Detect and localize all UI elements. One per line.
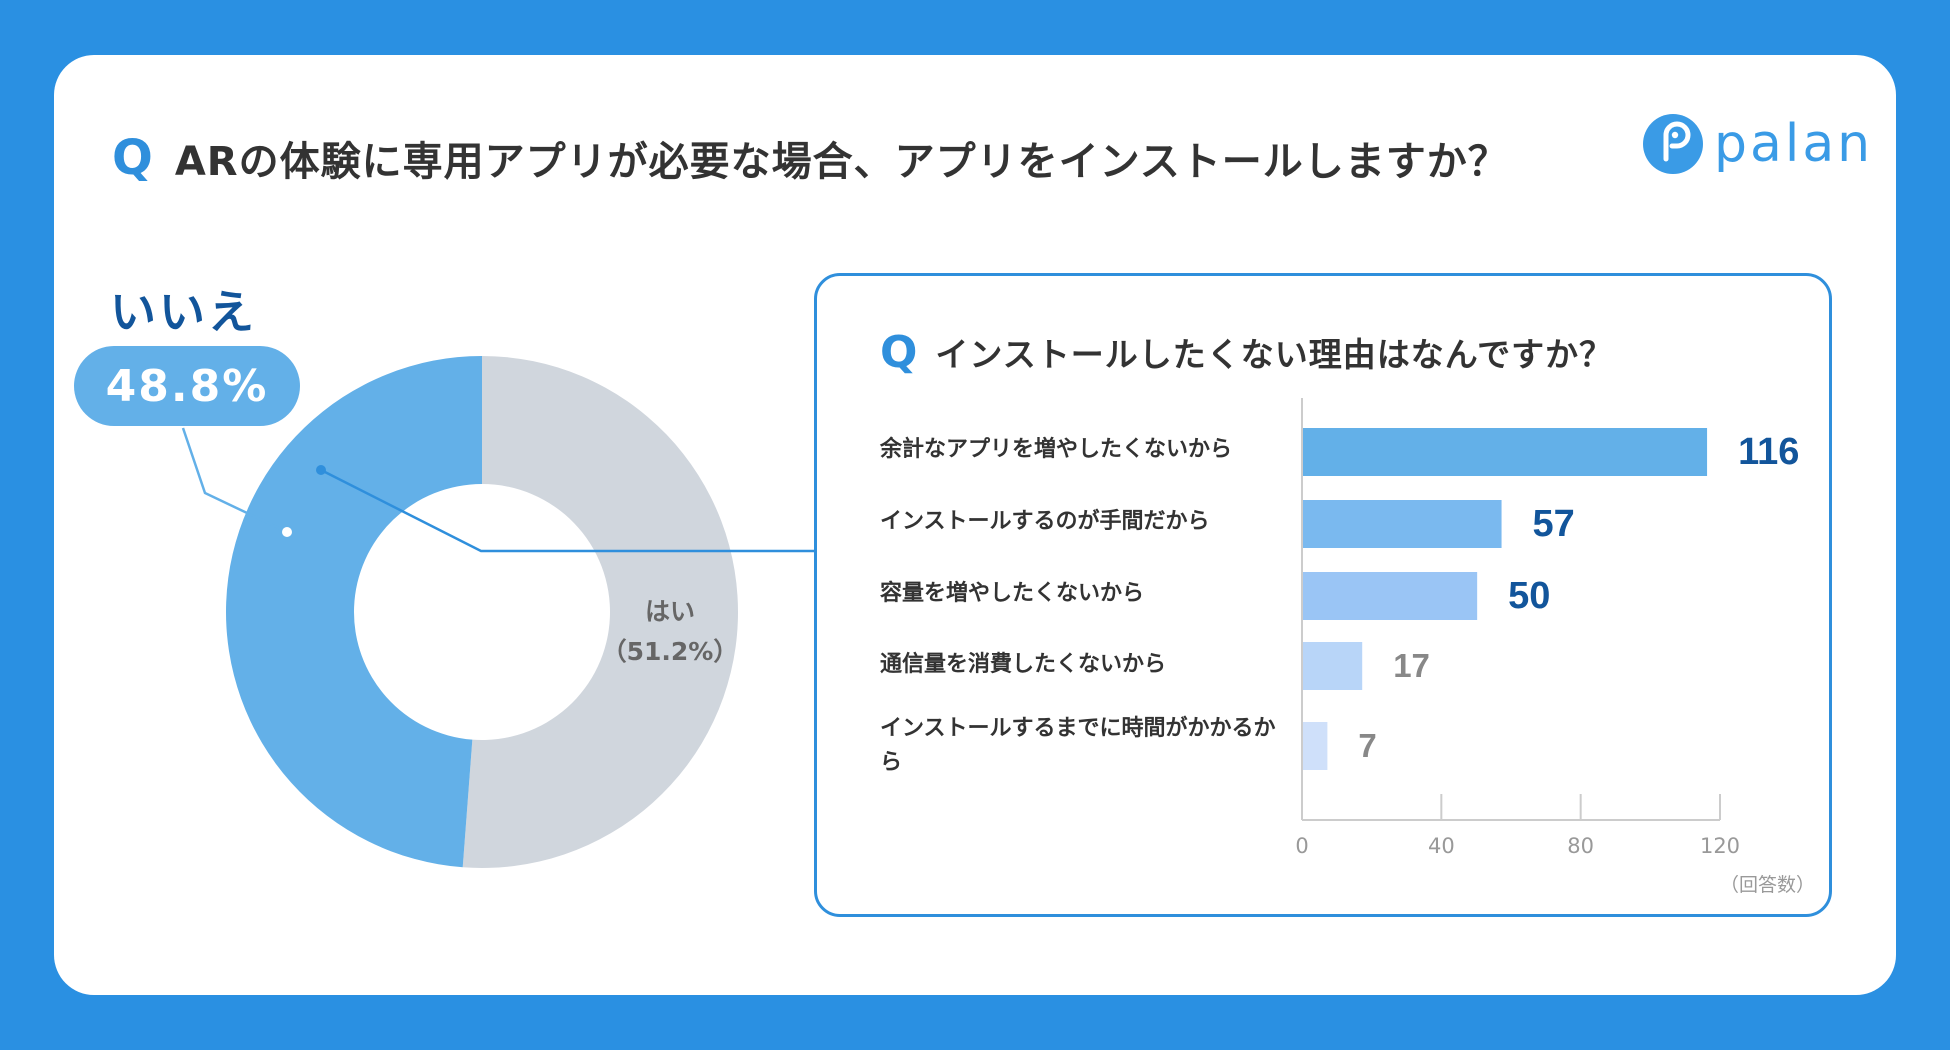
donut-slice-yes <box>462 356 738 868</box>
palan-logo-icon <box>1643 114 1703 174</box>
yes-label: はい （51.2%） <box>590 592 750 672</box>
main-question-text: ARの体験に専用アプリが必要な場合、アプリをインストールしますか？ <box>174 139 1509 185</box>
q-icon: Q <box>880 326 918 378</box>
sub-question: Q インストールしたくない理由はなんですか？ <box>880 322 1613 382</box>
yes-label-text: はい <box>644 597 695 626</box>
donut-slice-no <box>225 356 482 868</box>
no-label: いいえ <box>110 285 257 339</box>
sub-question-text: インストールしたくない理由はなんですか？ <box>935 335 1614 374</box>
q-icon: Q <box>112 130 153 186</box>
data-label: 116 <box>1738 431 1800 473</box>
category-label: 容量を増やしたくないから <box>880 581 1145 606</box>
bar <box>1303 572 1478 620</box>
data-label: 17 <box>1393 647 1430 684</box>
x-tick-label: 120 <box>1699 834 1741 858</box>
bar <box>1303 500 1502 548</box>
category-label: 通信量を消費したくないから <box>880 652 1167 677</box>
no-percent-badge: 48.8% <box>74 346 300 426</box>
x-tick-label: 80 <box>1567 834 1595 858</box>
x-tick-label: 0 <box>1295 834 1309 858</box>
category-label: インストールするのが手間だから <box>880 509 1210 534</box>
bar <box>1303 642 1363 690</box>
x-tick-label: 40 <box>1427 834 1455 858</box>
category-label: 余計なアプリを増やしたくないから <box>880 437 1233 462</box>
palan-logo: palan <box>1642 108 1873 180</box>
data-label: 50 <box>1508 575 1551 617</box>
bar <box>1303 722 1328 770</box>
bar <box>1303 428 1708 476</box>
data-label: 57 <box>1532 503 1575 545</box>
palan-logo-text: palan <box>1714 114 1874 174</box>
donut-leader-lines <box>181 427 816 553</box>
data-label: 7 <box>1358 727 1377 764</box>
category-label: インストールするまでに時間がかかるから <box>880 716 1276 775</box>
x-axis-unit: （回答数） <box>1720 874 1816 896</box>
yes-percent-text: （51.2%） <box>601 637 739 666</box>
main-question: Q ARの体験に専用アプリが必要な場合、アプリをインストールしますか？ <box>112 128 1509 188</box>
